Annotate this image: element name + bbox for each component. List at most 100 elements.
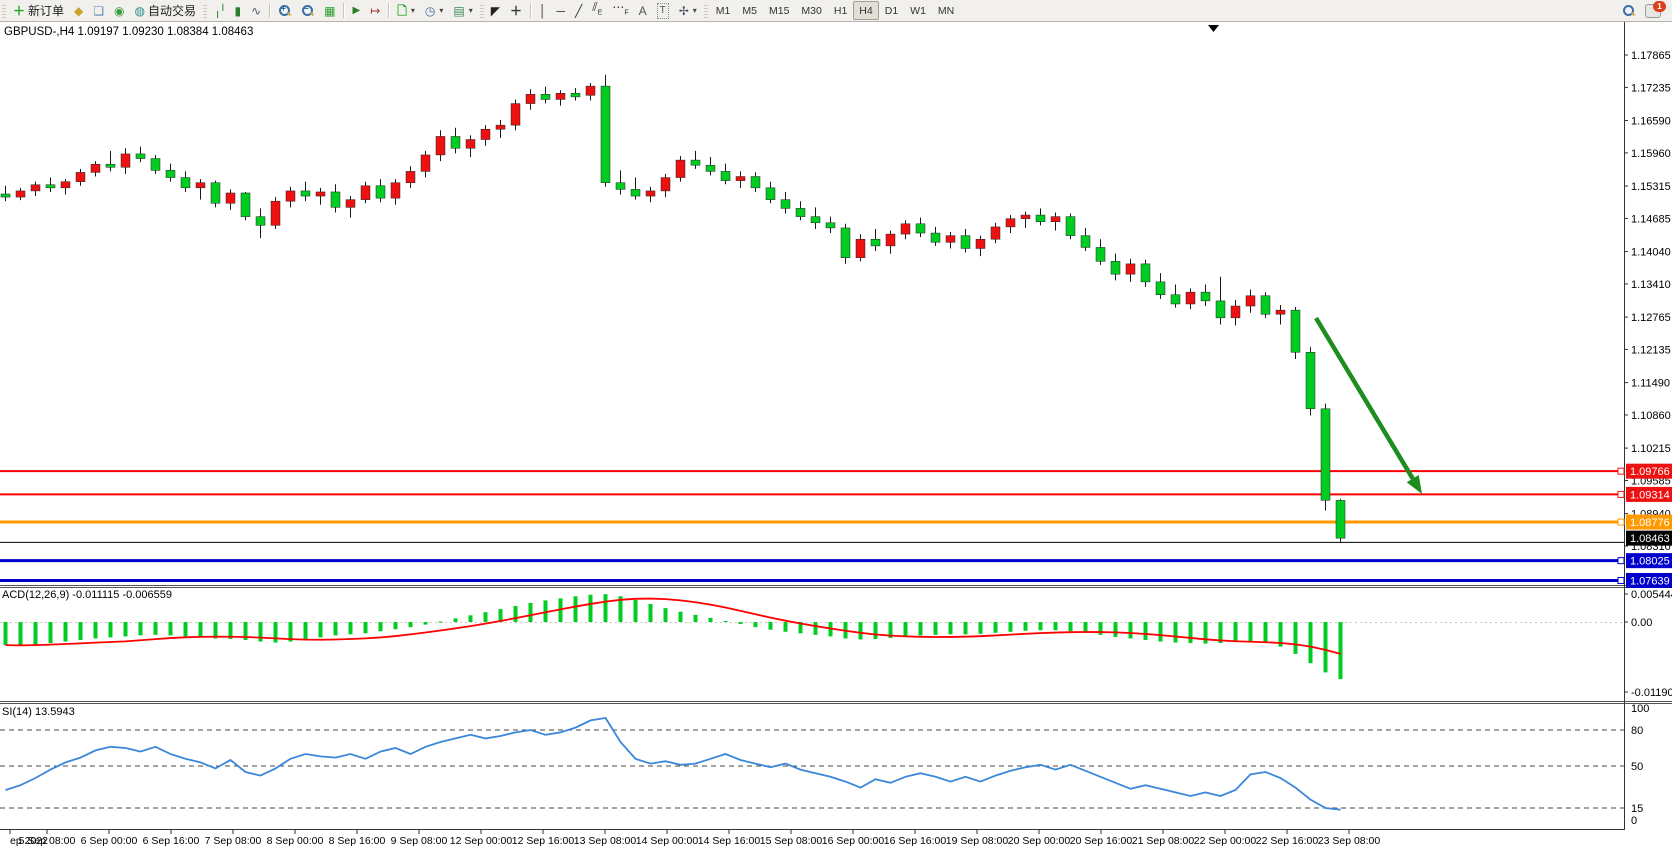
macd-histogram-bar — [1113, 622, 1118, 637]
timeframe-button-h4[interactable]: H4 — [853, 1, 879, 20]
timeframe-button-w1[interactable]: W1 — [910, 4, 926, 17]
trend-arrow[interactable] — [1314, 316, 1415, 480]
auto-trading-button[interactable]: ◍ 自动交易 — [130, 0, 202, 21]
macd-histogram-bar — [363, 622, 368, 634]
time-axis-label: 14 Sep 00:00 — [636, 835, 699, 847]
time-axis-label: ep 2022 — [10, 835, 48, 847]
macd-histogram-bar — [723, 620, 728, 622]
templates-button[interactable]: ▤ ▾ — [448, 0, 477, 21]
candle-body — [210, 182, 221, 204]
search-icon — [1622, 4, 1635, 17]
equidistant-channel-button[interactable]: ⫽E — [587, 0, 607, 21]
timeframe-button-d1[interactable]: D1 — [884, 4, 899, 17]
price-tick-label: 1.14040 — [1631, 247, 1671, 259]
timeframe-button-m15[interactable]: M15 — [768, 4, 790, 17]
timeframe-button-mn[interactable]: MN — [937, 4, 955, 17]
text-label-button[interactable]: T — [652, 0, 674, 21]
macd-histogram-bar — [1263, 622, 1268, 643]
candle-body — [405, 171, 416, 183]
rsi-label: SI(14) 13.5943 — [2, 706, 75, 718]
macd-histogram-bar — [1308, 622, 1313, 664]
new-chart-button[interactable]: 🗋 ▾ — [392, 0, 420, 21]
auto-trading-icon: ◍ — [134, 3, 145, 18]
macd-histogram-bar — [483, 612, 488, 622]
macd-axis-label: -0.011903 — [1631, 687, 1672, 699]
bar-chart-button[interactable]: ╷╵ — [209, 0, 229, 21]
macd-histogram-bar — [378, 622, 383, 632]
macd-histogram-bar — [333, 622, 338, 636]
candlestick-chart-icon: ▮ — [234, 3, 242, 18]
toolbar-grip[interactable] — [2, 3, 6, 18]
toolbar-grip[interactable] — [203, 3, 208, 18]
candle-body — [660, 177, 671, 192]
profiles-button[interactable]: ❏ — [88, 0, 109, 21]
zoom-out-button[interactable]: − — [296, 0, 319, 21]
arrows-button[interactable]: ✢ ▾ — [674, 0, 702, 21]
timeframe-button-m1[interactable]: M1 — [715, 4, 731, 17]
price-tick-label: 1.14685 — [1631, 213, 1671, 225]
chevron-down-icon: ▾ — [692, 6, 697, 15]
crosshair-button[interactable]: ＋ — [505, 0, 527, 21]
toolbar-grip[interactable] — [703, 3, 708, 18]
fibonacci-button[interactable]: ⋯F — [607, 0, 633, 21]
cursor-icon: ◤ — [490, 3, 501, 18]
new-order-button[interactable]: ＋ 新订单 — [8, 0, 69, 21]
price-tick-label: 1.10860 — [1631, 410, 1671, 422]
candle-body — [810, 216, 821, 224]
price-line-handle[interactable] — [1617, 518, 1625, 526]
chat-button[interactable]: 1 — [1640, 0, 1666, 21]
price-badge — [1626, 486, 1672, 502]
toolbar-grip[interactable] — [479, 3, 484, 18]
toolbar-separator — [269, 3, 271, 18]
price-line-handle[interactable] — [1617, 467, 1625, 475]
candle-body — [600, 85, 611, 183]
candle-body — [525, 94, 536, 104]
chart-shift-button[interactable]: ↦ — [365, 0, 385, 21]
text-button[interactable]: A — [634, 0, 652, 21]
candle-body — [960, 235, 971, 249]
signal-icon: ◉ — [114, 3, 125, 18]
candle-body — [495, 124, 506, 130]
timeframe-button-m5[interactable]: M5 — [742, 4, 757, 17]
auto-scroll-button[interactable]: ▶ — [347, 0, 365, 21]
timeframe-button-m30[interactable]: M30 — [801, 4, 822, 17]
price-tick-label: 1.10215 — [1631, 443, 1671, 455]
macd-histogram-bar — [513, 606, 518, 622]
macd-histogram-bar — [213, 622, 218, 639]
price-line-handle[interactable] — [1617, 490, 1625, 498]
macd-histogram-bar — [183, 622, 188, 637]
candlestick-chart-button[interactable]: ▮ — [229, 0, 246, 21]
chart-window-button[interactable]: ◆ — [69, 0, 88, 21]
cursor-button[interactable]: ◤ — [486, 0, 505, 21]
macd-signal-line — [5, 597, 1341, 655]
macd-histogram-bar — [888, 622, 893, 638]
price-line-handle[interactable] — [1617, 557, 1625, 565]
signal-button[interactable]: ◉ — [109, 0, 129, 21]
candle-body — [120, 153, 131, 168]
time-axis-label: 6 Sep 16:00 — [143, 835, 200, 847]
periods-button[interactable]: ◷ ▾ — [420, 0, 449, 21]
timeframe-button-h1[interactable]: H1 — [833, 4, 848, 17]
line-chart-button[interactable]: ∿ — [246, 0, 266, 21]
candle-body — [780, 199, 791, 209]
candle-body — [330, 191, 341, 208]
candle-body — [1230, 305, 1241, 319]
template-icon: ▤ — [453, 3, 465, 18]
trend-arrow-head[interactable] — [1406, 474, 1422, 494]
trendline-button[interactable]: ╱ — [570, 0, 587, 21]
candle-body — [225, 192, 236, 204]
time-axis-label: 13 Sep 08:00 — [574, 835, 637, 847]
macd-histogram-bar — [438, 621, 443, 623]
candle-body — [645, 190, 656, 197]
auto-scroll-icon: ▶ — [352, 4, 361, 16]
candle-body — [1050, 216, 1061, 223]
vertical-line-button[interactable]: │ — [534, 0, 552, 21]
price-line-handle[interactable] — [1617, 576, 1625, 584]
horizontal-line-button[interactable]: ─ — [552, 0, 571, 21]
search-button[interactable] — [1617, 0, 1640, 21]
candle-body — [435, 136, 446, 156]
tile-windows-button[interactable]: ▦ — [319, 0, 340, 21]
zoom-in-button[interactable]: + — [273, 0, 296, 21]
macd-histogram-bar — [813, 622, 818, 635]
